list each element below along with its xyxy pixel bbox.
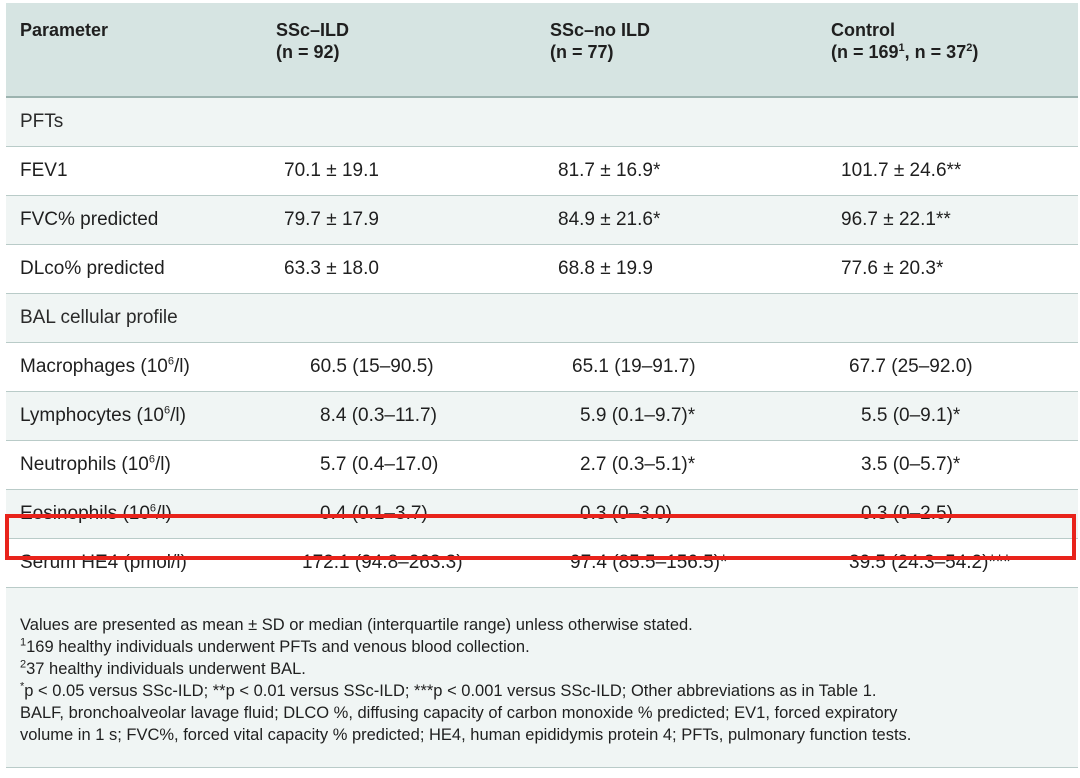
footnote-line: Values are presented as mean ± SD or med… — [20, 616, 693, 634]
header-control-title: Control — [831, 20, 895, 40]
table-row-neutrophils: Neutrophils (106/l) 5.7 (0.4–17.0) 2.7 (… — [6, 440, 1078, 490]
row-parameter: BAL cellular profile — [6, 293, 262, 343]
row-ssc-no-ild-value: 2.7 (0.3–5.1)* — [536, 440, 817, 490]
row-ssc-no-ild-value — [536, 97, 817, 147]
row-ssc-ild-value: 172.1 (94.8–263.3) — [262, 538, 536, 588]
row-ssc-no-ild-value: 65.1 (19–91.7) — [536, 342, 817, 392]
results-table: Parameter SSc–ILD (n = 92) SSc–no ILD (n… — [6, 3, 1078, 637]
header-ssc-no-ild-title: SSc–no ILD — [550, 20, 651, 40]
header-parameter: Parameter — [6, 3, 262, 98]
table-row-lymphocytes: Lymphocytes (106/l) 8.4 (0.3–11.7) 5.9 (… — [6, 391, 1078, 441]
results-table-wrapper: Parameter SSc–ILD (n = 92) SSc–no ILD (n… — [6, 3, 1078, 637]
header-control: Control (n = 1691, n = 372) — [817, 3, 1078, 98]
footnote-line: 1169 healthy individuals underwent PFTs … — [20, 636, 530, 656]
row-parameter: Neutrophils (106/l) — [6, 440, 262, 490]
row-ssc-ild-value: 60.5 (15–90.5) — [262, 342, 536, 392]
footnote-line: BALF, bronchoalveolar lavage fluid; DLCO… — [20, 704, 898, 722]
header-ssc-no-ild-n: (n = 77) — [550, 42, 614, 62]
row-ssc-ild-value: 70.1 ± 19.1 — [262, 146, 536, 196]
footnote-line: *p < 0.05 versus SSc-ILD; **p < 0.01 ver… — [20, 680, 877, 700]
header-ssc-ild-title: SSc–ILD — [276, 20, 350, 40]
row-parameter: PFTs — [6, 97, 262, 147]
header-ssc-ild-n: (n = 92) — [276, 42, 340, 62]
row-control-value: 0.3 (0–2.5) — [817, 489, 1078, 539]
row-parameter: DLco% predicted — [6, 244, 262, 294]
row-control-value: 77.6 ± 20.3* — [817, 244, 1078, 294]
row-control-value: 96.7 ± 22.1** — [817, 195, 1078, 245]
row-control-value: 39.5 (24.3–54.2)*** — [817, 538, 1078, 588]
row-ssc-ild-value: 0.4 (0.1–3.7) — [262, 489, 536, 539]
row-control-value — [817, 97, 1078, 147]
table-body: PFTs FEV1 70.1 ± 19.1 81.7 ± 16.9* 101.7… — [6, 97, 1078, 637]
footnote-line: volume in 1 s; FVC%, forced vital capaci… — [20, 726, 912, 744]
row-ssc-no-ild-value: 84.9 ± 21.6* — [536, 195, 817, 245]
row-ssc-ild-value — [262, 293, 536, 343]
row-parameter: Serum HE4 (pmol/l) — [6, 538, 262, 588]
row-parameter: Macrophages (106/l) — [6, 342, 262, 392]
table-row-fvc: FVC% predicted 79.7 ± 17.9 84.9 ± 21.6* … — [6, 195, 1078, 245]
table-row-fev1: FEV1 70.1 ± 19.1 81.7 ± 16.9* 101.7 ± 24… — [6, 146, 1078, 196]
row-ssc-no-ild-value — [536, 293, 817, 343]
table-row-pfts: PFTs — [6, 97, 1078, 147]
row-ssc-no-ild-value: 5.9 (0.1–9.7)* — [536, 391, 817, 441]
row-parameter: Eosinophils (106/l) — [6, 489, 262, 539]
row-ssc-no-ild-value: 0.3 (0–3.0) — [536, 489, 817, 539]
row-control-value: 5.5 (0–9.1)* — [817, 391, 1078, 441]
row-parameter: FVC% predicted — [6, 195, 262, 245]
table-row-macrophages: Macrophages (106/l) 60.5 (15–90.5) 65.1 … — [6, 342, 1078, 392]
row-ssc-no-ild-value: 81.7 ± 16.9* — [536, 146, 817, 196]
header-ssc-ild: SSc–ILD (n = 92) — [262, 3, 536, 98]
row-control-value: 101.7 ± 24.6** — [817, 146, 1078, 196]
row-ssc-ild-value: 79.7 ± 17.9 — [262, 195, 536, 245]
row-ssc-ild-value: 63.3 ± 18.0 — [262, 244, 536, 294]
row-control-value — [817, 293, 1078, 343]
row-ssc-ild-value: 5.7 (0.4–17.0) — [262, 440, 536, 490]
row-ssc-ild-value — [262, 97, 536, 147]
row-ssc-no-ild-value: 68.8 ± 19.9 — [536, 244, 817, 294]
table-row-dlco: DLco% predicted 63.3 ± 18.0 68.8 ± 19.9 … — [6, 244, 1078, 294]
table-row-eosinophils: Eosinophils (106/l) 0.4 (0.1–3.7) 0.3 (0… — [6, 489, 1078, 539]
row-parameter: Lymphocytes (106/l) — [6, 391, 262, 441]
table-row-bal-profile: BAL cellular profile — [6, 293, 1078, 343]
table-footnotes: Values are presented as mean ± SD or med… — [6, 602, 1078, 768]
row-control-value: 67.7 (25–92.0) — [817, 342, 1078, 392]
table-row-serum-he4: Serum HE4 (pmol/l) 172.1 (94.8–263.3) 97… — [6, 538, 1078, 588]
row-parameter: FEV1 — [6, 146, 262, 196]
header-ssc-no-ild: SSc–no ILD (n = 77) — [536, 3, 817, 98]
row-control-value: 3.5 (0–5.7)* — [817, 440, 1078, 490]
header-control-n: (n = 1691, n = 372) — [831, 42, 979, 62]
row-ssc-no-ild-value: 97.4 (85.5–156.5)* — [536, 538, 817, 588]
header-row: Parameter SSc–ILD (n = 92) SSc–no ILD (n… — [6, 3, 1078, 98]
table-header: Parameter SSc–ILD (n = 92) SSc–no ILD (n… — [6, 3, 1078, 98]
row-ssc-ild-value: 8.4 (0.3–11.7) — [262, 391, 536, 441]
footnote-line: 237 healthy individuals underwent BAL. — [20, 658, 306, 678]
